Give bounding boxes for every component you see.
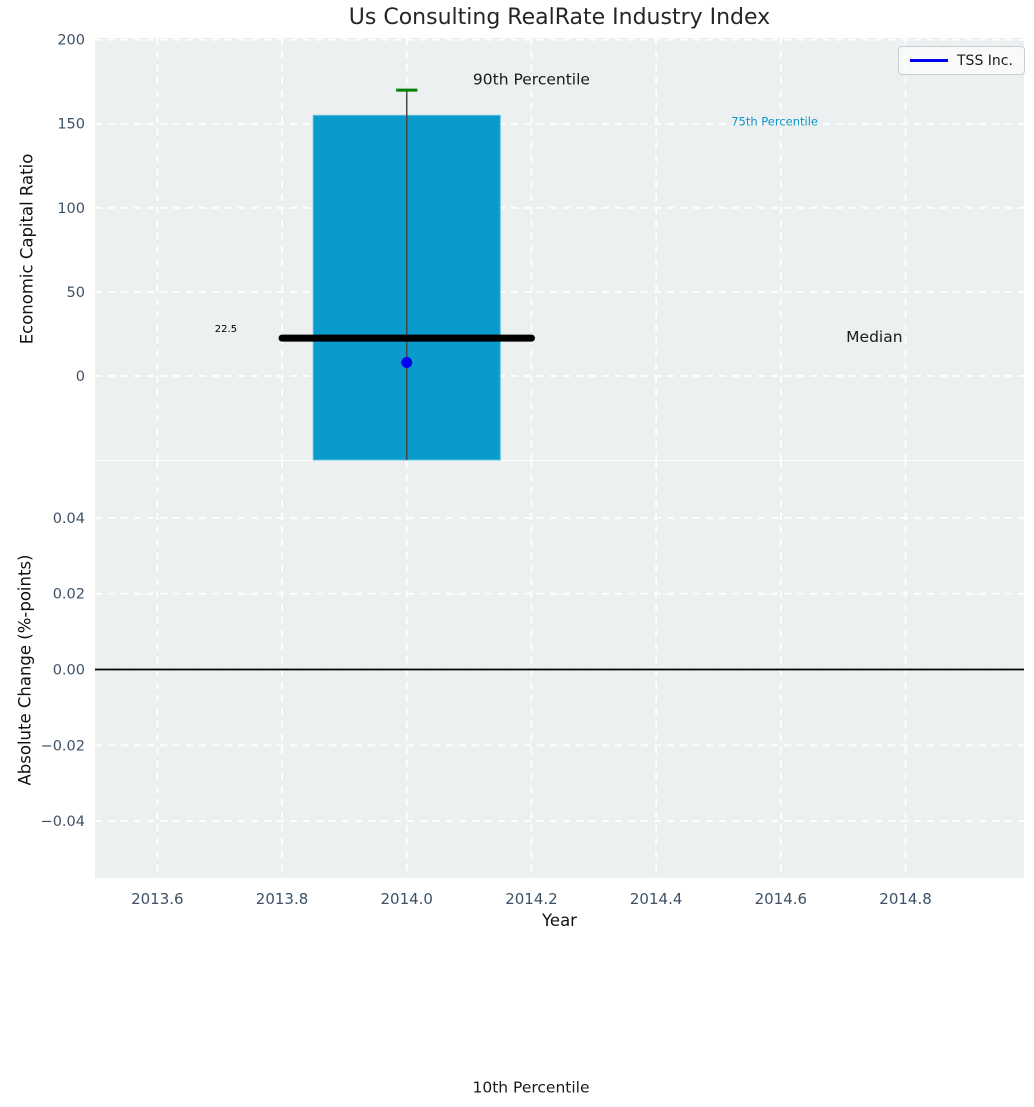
y-axis-label-top: Economic Capital Ratio [17,153,37,345]
x-tick-label: 2014.0 [380,890,433,908]
y-tick-label: 0.04 [53,511,85,527]
y-tick-label: 150 [57,117,85,133]
y-tick-label: 100 [57,201,85,217]
x-tick-label: 2014.2 [505,890,558,908]
y-tick-label: 50 [67,285,85,301]
y-axis-label-bottom: Absolute Change (%-points) [15,554,35,786]
y-tick-label: 200 [57,33,85,49]
y-tick-label: 0.00 [53,663,85,679]
x-tick-label: 2013.6 [131,890,184,908]
chart-title: Us Consulting RealRate Industry Index [348,5,771,30]
legend: TSS Inc. [898,46,1025,75]
annotation: 22.5 [215,324,237,335]
x-tick-label: 2013.8 [256,890,309,908]
annotation-outside: 10th Percentile [472,1079,589,1097]
x-tick-label: 2014.4 [630,890,683,908]
legend-line-sample [910,59,948,62]
x-axis-label: Year [542,911,577,930]
y-tick-label: −0.04 [41,814,85,830]
company-data-point [401,356,413,368]
annotation: 75th Percentile [731,115,818,129]
legend-label: TSS Inc. [957,52,1013,69]
x-tick-label: 2014.8 [879,890,932,908]
annotation: 90th Percentile [473,71,590,89]
y-tick-label: −0.02 [41,738,85,754]
plot-background-economic-capital-ratio [95,38,1024,460]
x-tick-label: 2014.6 [755,890,808,908]
annotation: Median [846,328,902,346]
y-tick-label: 0.02 [53,587,85,603]
y-tick-label: 0 [76,369,85,385]
